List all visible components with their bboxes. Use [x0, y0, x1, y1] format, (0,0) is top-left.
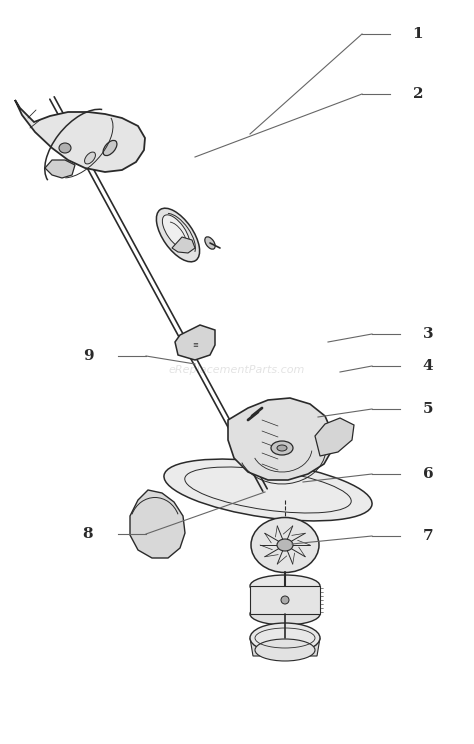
- Polygon shape: [250, 638, 320, 656]
- Ellipse shape: [250, 603, 320, 625]
- Text: 7: 7: [423, 529, 433, 543]
- Ellipse shape: [281, 596, 289, 604]
- Ellipse shape: [59, 143, 71, 153]
- Ellipse shape: [156, 208, 200, 262]
- Text: eReplacementParts.com: eReplacementParts.com: [169, 365, 305, 375]
- Ellipse shape: [84, 152, 95, 164]
- Text: 1: 1: [413, 27, 423, 41]
- Ellipse shape: [103, 141, 117, 155]
- Ellipse shape: [251, 518, 319, 572]
- Polygon shape: [175, 325, 215, 360]
- Ellipse shape: [277, 539, 293, 551]
- Ellipse shape: [255, 639, 315, 661]
- Ellipse shape: [277, 445, 287, 451]
- Ellipse shape: [271, 441, 293, 455]
- Text: 6: 6: [423, 467, 433, 481]
- Polygon shape: [315, 418, 354, 456]
- Polygon shape: [172, 237, 195, 253]
- Text: ≡: ≡: [192, 342, 198, 348]
- Polygon shape: [250, 586, 320, 614]
- Ellipse shape: [250, 623, 320, 653]
- Text: 8: 8: [82, 527, 93, 541]
- Ellipse shape: [250, 575, 320, 597]
- Polygon shape: [15, 100, 145, 172]
- Ellipse shape: [164, 459, 372, 521]
- Polygon shape: [228, 398, 332, 480]
- Ellipse shape: [205, 237, 215, 249]
- Text: 9: 9: [82, 349, 93, 363]
- Text: 2: 2: [413, 87, 423, 101]
- Text: 5: 5: [423, 402, 433, 416]
- Text: 4: 4: [423, 359, 433, 373]
- Text: 3: 3: [423, 327, 433, 341]
- Polygon shape: [45, 160, 75, 178]
- Ellipse shape: [163, 215, 190, 249]
- Polygon shape: [130, 490, 185, 558]
